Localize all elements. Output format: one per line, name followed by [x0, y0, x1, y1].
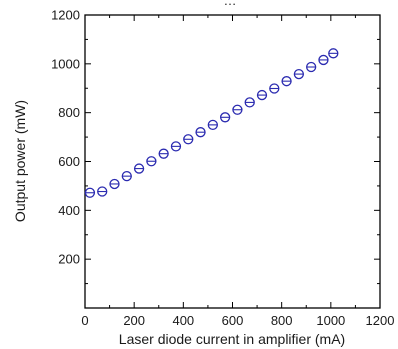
- tick-labels: 0 200 400 600 800 1000 1200 200 400 600 800 1000 120…: [51, 8, 394, 329]
- data-point: [195, 127, 206, 138]
- x-tick-label: 0: [81, 313, 88, 328]
- x-tick-label: 1000: [316, 313, 345, 328]
- plot-frame: [84, 14, 381, 309]
- x-axis-label: Laser diode current in amplifier (mA): [119, 331, 345, 347]
- y-tick-label: 1200: [51, 8, 80, 23]
- data-point: [183, 134, 194, 145]
- y-axis-label: Output power (mW): [12, 100, 28, 222]
- data-point: [109, 178, 120, 190]
- data-point: [158, 148, 169, 159]
- data-point: [256, 89, 268, 101]
- x-tick-label: 800: [271, 313, 293, 328]
- x-tick-label: 400: [172, 313, 194, 328]
- data-point: [244, 97, 255, 108]
- data-point: [269, 83, 280, 94]
- data-point: [232, 104, 243, 115]
- data-point: [97, 186, 108, 197]
- data-point: [306, 61, 317, 73]
- y-tick-label: 400: [58, 203, 80, 218]
- y-tick-label: 200: [58, 252, 80, 267]
- data-point: [318, 54, 329, 66]
- data-point: [146, 156, 157, 167]
- chart-top-text: …: [224, 0, 237, 8]
- data-point: [281, 76, 292, 87]
- x-tick-label: 1200: [366, 313, 395, 328]
- data-point: [219, 112, 231, 123]
- x-tick-label: 200: [123, 313, 145, 328]
- data-point: [293, 68, 305, 80]
- data-points: [84, 48, 339, 198]
- data-point: [328, 48, 339, 59]
- axis-ticks: [84, 14, 381, 309]
- x-tick-label: 600: [222, 313, 244, 328]
- y-tick-label: 600: [58, 154, 80, 169]
- data-point: [207, 119, 218, 131]
- y-tick-label: 1000: [51, 56, 80, 71]
- data-point: [121, 170, 132, 182]
- y-tick-label: 800: [58, 105, 80, 120]
- data-point: [133, 163, 145, 174]
- data-point: [84, 187, 96, 198]
- data-point: [170, 141, 182, 152]
